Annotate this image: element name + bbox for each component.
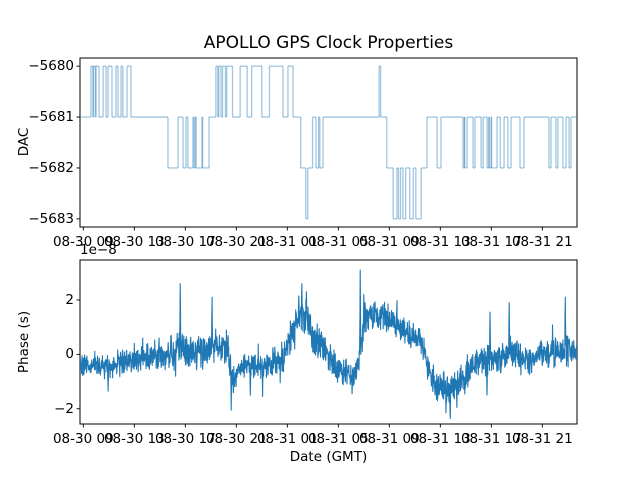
y-axis-label-dac: DAC [16, 127, 32, 157]
x-tick-label: 08-30 17 [154, 233, 216, 250]
y-tick-label: 0 [65, 346, 74, 363]
x-tick-label: 08-31 09 [358, 233, 420, 250]
y-axis-offset-text: 1e−8 [80, 242, 117, 258]
x-tick-label: 08-31 17 [460, 233, 522, 250]
x-tick-label: 08-31 13 [409, 430, 471, 447]
y-tick-label: −5682 [28, 159, 74, 176]
y-tick-label: −5681 [28, 109, 74, 126]
axes-spine [79, 259, 578, 425]
x-tick-label: 08-31 21 [511, 233, 573, 250]
figure-title: APOLLO GPS Clock Properties [203, 33, 454, 53]
axes-spine [79, 57, 578, 228]
x-tick-label: 08-30 09 [52, 233, 114, 250]
x-tick-label: 08-30 13 [103, 233, 165, 250]
x-tick-label: 08-30 17 [154, 430, 216, 447]
x-tick-label: 08-31 13 [409, 233, 471, 250]
x-tick-label: 08-30 21 [205, 430, 267, 447]
x-tick-label: 08-31 01 [256, 430, 318, 447]
x-axis-label-date: Date (GMT) [289, 449, 368, 465]
y-axis-label-phase: Phase (s) [16, 310, 32, 374]
x-tick-label: 08-30 09 [52, 430, 114, 447]
y-tick-label: −2 [54, 400, 74, 417]
x-tick-label: 08-31 21 [511, 430, 573, 447]
y-tick-label: 2 [65, 291, 74, 308]
y-tick-label: −5683 [28, 210, 74, 227]
dac-series-line [80, 65, 577, 220]
x-tick-label: 08-31 05 [307, 233, 369, 250]
x-tick-label: 08-31 09 [358, 430, 420, 447]
x-tick-label: 08-31 17 [460, 430, 522, 447]
x-tick-label: 08-30 21 [205, 233, 267, 250]
x-tick-label: 08-31 05 [307, 430, 369, 447]
y-tick-label: −5680 [28, 58, 74, 75]
x-tick-label: 08-31 01 [256, 233, 318, 250]
phase-series-line [80, 269, 577, 419]
x-tick-label: 08-30 13 [103, 430, 165, 447]
